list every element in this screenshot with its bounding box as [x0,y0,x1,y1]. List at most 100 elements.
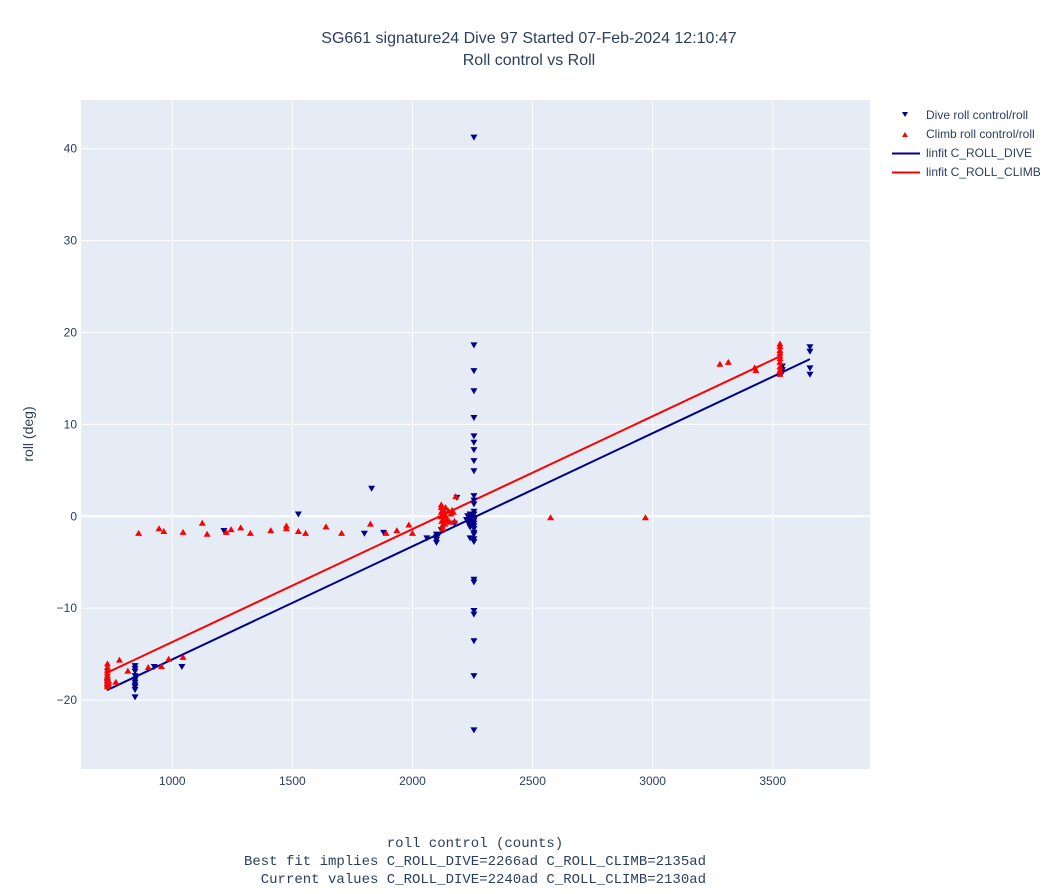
legend-item-climb-markers[interactable]: Climb roll control/roll [888,125,1058,144]
climb-point [439,525,447,532]
chart-title-line-2: Roll control vs Roll [462,52,596,69]
y-tick-label: 0 [70,509,77,523]
dive-point [470,447,478,454]
x-axis-label: roll control (counts) [386,836,564,852]
climb-point [776,343,784,350]
dive-point [131,686,139,693]
dive-point [470,342,478,349]
climb-point [393,527,401,534]
climb-point [282,522,290,529]
dive-point [468,518,476,525]
climb-point [222,528,230,535]
climb-point [227,526,235,533]
triangle-down-icon [902,112,908,117]
dive-point [423,535,431,542]
y-tick-label: 20 [64,325,78,339]
fit-line-linfit-c-roll-dive [106,358,811,691]
climb-point [246,529,254,536]
legend: Dive roll control/roll Climb roll contro… [888,106,1058,182]
x-tick-label: 3000 [639,774,666,788]
line-icon [892,171,920,174]
dive-point [470,493,478,500]
climb-point [547,514,555,521]
climb-point [294,527,302,534]
climb-point [382,529,390,536]
climb-point [112,678,120,685]
dive-point [470,497,478,504]
climb-point [776,370,784,377]
dive-point [470,501,478,508]
dive-point [150,663,158,670]
dive-point [470,433,478,440]
climb-point [237,524,245,531]
climb-point [179,528,187,535]
triangle-up-icon [902,132,908,137]
dive-point [466,535,474,542]
climb-point [124,667,132,674]
dive-point [220,527,228,534]
climb-point [442,504,450,511]
climb-point [724,358,732,365]
legend-label: linfit C_ROLL_CLIMB [926,165,1041,179]
climb-point [165,655,173,662]
dive-point [470,458,478,465]
x-tick-label: 3500 [759,774,786,788]
x-tick-label: 1000 [159,774,186,788]
x-tick-label: 2000 [399,774,426,788]
current-values-caption: Current values C_ROLL_DIVE=2240ad C_ROLL… [243,872,707,888]
dive-point [178,663,186,670]
legend-item-dive-markers[interactable]: Dive roll control/roll [888,106,1058,125]
dive-point [294,511,302,518]
climb-point [641,514,649,521]
x-tick-label: 1500 [279,774,306,788]
climb-point [449,508,457,515]
dive-point [470,727,478,734]
legend-item-climb-fit[interactable]: linfit C_ROLL_CLIMB [888,163,1058,182]
chart-title-line-1: SG661 signature24 Dive 97 Started 07-Feb… [321,30,737,47]
dive-point [470,368,478,375]
dive-point [434,533,442,540]
dive-point [470,531,478,538]
y-tick-label: −20 [57,693,78,707]
best-fit-caption: Best fit implies C_ROLL_DIVE=2266ad C_RO… [243,854,707,870]
dive-point [368,485,376,492]
climb-point [198,519,206,526]
legend-item-dive-fit[interactable]: linfit C_ROLL_DIVE [888,144,1058,163]
dive-point [470,526,478,533]
climb-point [135,529,143,536]
climb-point [442,513,450,520]
y-tick-label: 10 [64,417,78,431]
dive-point [470,673,478,680]
dive-point [470,539,478,546]
climb-point [105,677,113,684]
climb-point [322,523,330,530]
climb-point [302,529,310,536]
dive-point [470,579,478,586]
climb-point [716,360,724,367]
climb-point [776,367,784,374]
climb-point [144,663,152,670]
climb-point [103,660,111,667]
y-axis-label: roll (deg) [20,406,36,462]
climb-point [203,530,211,537]
x-tick-label: 2500 [519,774,546,788]
climb-point [157,663,165,670]
y-tick-label: 40 [64,142,78,156]
dive-point [470,414,478,421]
dive-point [432,539,440,546]
climb-point [179,653,187,660]
y-tick-label: 30 [64,234,78,248]
dive-point [131,673,139,680]
dive-point [806,348,814,355]
climb-point [366,520,374,527]
dive-point [360,530,368,537]
legend-label: linfit C_ROLL_DIVE [926,146,1033,160]
climb-point [405,521,413,528]
dive-point [470,439,478,446]
climb-point [155,525,163,532]
dive-point [470,607,478,614]
climb-point [776,355,784,362]
climb-point [776,363,784,370]
climb-point [450,517,458,524]
